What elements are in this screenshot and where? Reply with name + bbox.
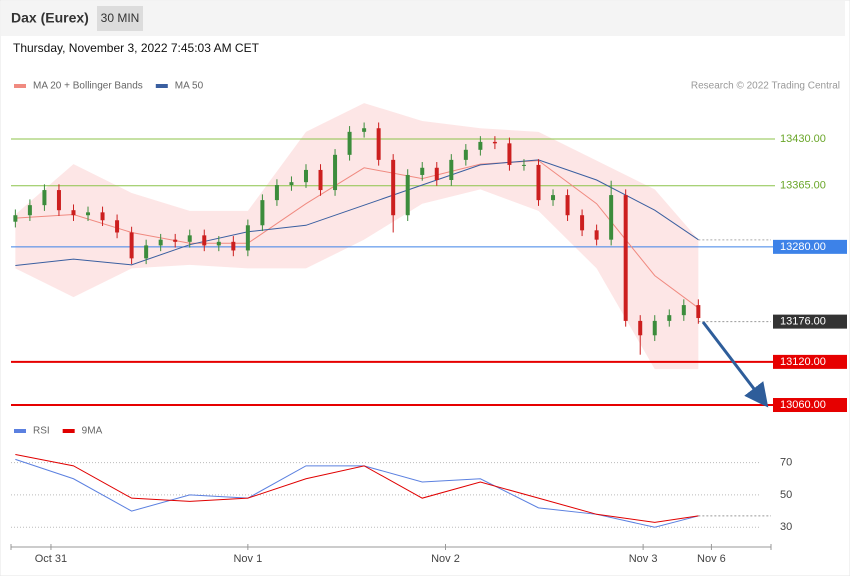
candle-body <box>652 320 657 336</box>
candle-body <box>667 315 672 321</box>
legend-label: 9MA <box>82 426 103 437</box>
candle-body <box>100 212 105 221</box>
y-tick-label: 50 <box>780 489 792 501</box>
y-tick-label: 30 <box>780 521 792 533</box>
legend-label: MA 50 <box>175 81 204 92</box>
level-label: 13365.00 <box>780 180 826 192</box>
level-box <box>773 239 847 254</box>
candle-body <box>115 220 120 233</box>
candle-body <box>202 235 207 246</box>
candle-body <box>609 195 614 240</box>
candle-body <box>347 131 352 155</box>
candle-body <box>551 195 556 201</box>
candle-body <box>216 241 221 246</box>
interval-button[interactable] <box>97 6 143 31</box>
x-tick-label: Nov 6 <box>697 553 726 565</box>
candle-body <box>86 212 91 216</box>
legend-label: RSI <box>33 426 50 437</box>
legend-swatch <box>14 84 26 88</box>
candle-body <box>260 200 265 226</box>
candle-body <box>638 320 643 336</box>
instrument-title: Dax (Eurex) <box>11 10 89 26</box>
candle-body <box>27 205 32 216</box>
line-series <box>15 159 699 267</box>
candle-body <box>318 169 323 191</box>
legend-swatch <box>62 429 75 433</box>
credit: Research © 2022 Trading Central <box>691 81 840 92</box>
candle-body <box>696 305 701 319</box>
candle-body <box>173 239 178 242</box>
legend-swatch <box>155 84 168 88</box>
candle-body <box>144 245 149 259</box>
level-label: 13176.00 <box>780 316 826 328</box>
legend-label: MA 20 + Bollinger Bands <box>33 81 143 92</box>
interval-label[interactable]: 30 MIN <box>101 11 140 25</box>
candle-body <box>231 241 236 251</box>
y-tick-label: 70 <box>780 457 792 469</box>
candle-body <box>129 232 134 259</box>
candle-body <box>536 164 541 201</box>
candle-body <box>449 159 454 180</box>
x-tick-label: Nov 1 <box>233 553 262 565</box>
candle-body <box>492 141 497 144</box>
x-tick-label: Nov 2 <box>431 553 460 565</box>
x-tick-label: Oct 31 <box>35 553 67 565</box>
timestamp: Thursday, November 3, 2022 7:45:03 AM CE… <box>13 41 260 55</box>
candle-body <box>187 235 192 242</box>
level-box <box>773 314 847 329</box>
candle-body <box>71 210 76 216</box>
candle-body <box>13 215 18 222</box>
level-label: 13280.00 <box>780 241 826 253</box>
candle-body <box>274 185 279 201</box>
candle-body <box>463 149 468 160</box>
bollinger-band <box>15 103 699 370</box>
legend-swatch <box>14 429 26 433</box>
candle-body <box>303 169 308 183</box>
candle-body <box>245 225 250 251</box>
candle-body <box>158 239 163 246</box>
candle-body <box>405 174 410 216</box>
candle-body <box>478 141 483 150</box>
candle-body <box>42 190 47 206</box>
candle-body <box>434 167 439 180</box>
candle-body <box>420 167 425 175</box>
candle-body <box>521 164 526 166</box>
candle-body <box>507 143 512 165</box>
candle-body <box>289 182 294 186</box>
level-label: 13120.00 <box>780 356 826 368</box>
level-box <box>773 354 847 369</box>
candle-body <box>580 215 585 231</box>
candle-body <box>56 190 61 211</box>
forecast-arrow <box>701 321 769 408</box>
candle-body <box>391 159 396 216</box>
candle-body <box>565 195 570 216</box>
candle-body <box>623 195 628 321</box>
candle-body <box>681 305 686 316</box>
candle-body <box>333 154 338 191</box>
x-tick-label: Nov 3 <box>629 553 658 565</box>
level-label: 13430.00 <box>780 133 826 145</box>
level-label: 13060.00 <box>780 399 826 411</box>
candle-body <box>594 230 599 240</box>
candle-body <box>376 128 381 160</box>
level-box <box>773 398 847 413</box>
candle-body <box>362 128 367 132</box>
line-series <box>15 454 699 523</box>
